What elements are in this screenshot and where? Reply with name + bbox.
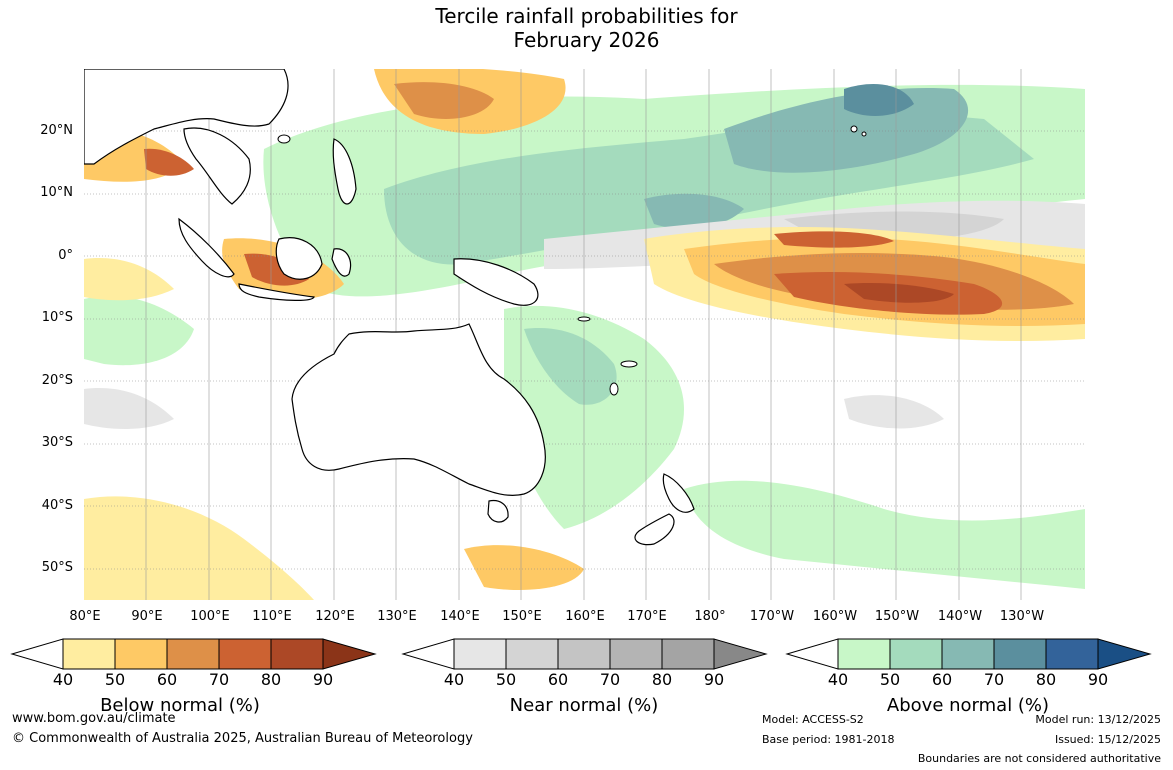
- map-title: Tercile rainfall probabilities for Febru…: [0, 4, 1173, 52]
- lon-label: 140°W: [937, 609, 983, 624]
- colorbar-near-normal: [401, 638, 769, 670]
- lon-label: 90°E: [131, 609, 163, 624]
- colorbar-swatch: [218, 638, 272, 670]
- asia-mainland: [84, 69, 289, 165]
- colorbar-swatch: [1045, 638, 1099, 670]
- colorbar-tick: 80: [260, 670, 282, 689]
- colorbar-tick: 90: [703, 670, 725, 689]
- colorbar-tick: 90: [1087, 670, 1109, 689]
- below-normal-regions: [84, 69, 1085, 600]
- lon-label: 150°E: [502, 609, 542, 624]
- coastlines: [84, 69, 695, 546]
- colorbar-swatch: [557, 638, 611, 670]
- copyright-text: © Commonwealth of Australia 2025, Austra…: [12, 731, 473, 746]
- above-normal-regions: [84, 84, 1085, 589]
- lon-label: 110°E: [252, 609, 292, 624]
- sulawesi-outline: [331, 248, 352, 277]
- colorbar-tick: 40: [443, 670, 465, 689]
- colorbar-tick: 50: [879, 670, 901, 689]
- lon-label: 170°E: [627, 609, 667, 624]
- title-line-2: February 2026: [513, 28, 660, 52]
- colorbar-tick: 80: [651, 670, 673, 689]
- colorbar-tick: 90: [312, 670, 334, 689]
- map-canvas: [84, 69, 1085, 600]
- issued-date: Issued: 15/12/2025: [1054, 733, 1161, 746]
- website-link[interactable]: www.bom.gov.au/climate: [12, 711, 176, 726]
- colorbar-swatch: [941, 638, 995, 670]
- indochina-outline: [183, 127, 251, 205]
- boundaries-disclaimer: Boundaries are not considered authoritat…: [917, 752, 1161, 765]
- australia-outline: [291, 323, 546, 496]
- colorbar-swatch: [166, 638, 220, 670]
- colorbar-swatch: [609, 638, 663, 670]
- lon-label: 160°E: [565, 609, 605, 624]
- colorbar-swatch: [270, 638, 324, 670]
- lat-label-40s: 40°S: [41, 498, 73, 513]
- sumatra-outline: [178, 217, 235, 278]
- colorbar-tick: 50: [495, 670, 517, 689]
- colorbar-tick: 80: [1035, 670, 1057, 689]
- islands: [277, 125, 867, 396]
- new-zealand-south: [634, 513, 675, 546]
- model-run-date: Model run: 13/12/2025: [1035, 713, 1161, 726]
- new-zealand-north: [662, 473, 695, 513]
- lon-label: 130°W: [999, 609, 1045, 624]
- colorbar-swatch: [322, 638, 377, 670]
- colorbar-tick: 40: [827, 670, 849, 689]
- colorbar-swatch: [505, 638, 559, 670]
- lon-label: 180°: [694, 609, 726, 624]
- colorbar-swatch: [453, 638, 507, 670]
- colorbar-swatch: [661, 638, 715, 670]
- lat-label-10n: 10°N: [40, 185, 73, 200]
- lon-label: 120°E: [315, 609, 355, 624]
- lon-label: 140°E: [440, 609, 480, 624]
- colorbar-tick: 60: [931, 670, 953, 689]
- lon-label: 100°E: [190, 609, 230, 624]
- graticule: [84, 130, 1085, 570]
- lon-label: 130°E: [377, 609, 417, 624]
- new-guinea-outline: [453, 258, 539, 306]
- lon-label: 80°E: [69, 609, 101, 624]
- lat-label-20n: 20°N: [40, 123, 73, 138]
- rainfall-map: [84, 69, 1085, 600]
- lon-label: 170°W: [749, 609, 795, 624]
- title-line-1: Tercile rainfall probabilities for: [435, 4, 738, 28]
- base-period: Base period: 1981-2018: [762, 733, 895, 746]
- lon-label: 150°W: [874, 609, 920, 624]
- colorbar-tick: 60: [156, 670, 178, 689]
- colorbar-tick: 50: [104, 670, 126, 689]
- colorbar-tick: 70: [208, 670, 230, 689]
- lat-label-50s: 50°S: [41, 560, 73, 575]
- colorbar-swatch: [114, 638, 168, 670]
- colorbar-tick: 60: [547, 670, 569, 689]
- colorbar-swatch: [1097, 638, 1152, 670]
- lat-label-20s: 20°S: [41, 373, 73, 388]
- colorbar-swatch: [993, 638, 1047, 670]
- colorbar-title-above: Above normal (%): [886, 695, 1050, 716]
- philippines-outline: [332, 138, 357, 205]
- colorbar-tick: 40: [52, 670, 74, 689]
- colorbar-swatch: [837, 638, 891, 670]
- lon-label: 160°W: [812, 609, 858, 624]
- colorbar-below-normal: [10, 638, 378, 670]
- colorbar-tick: 70: [983, 670, 1005, 689]
- tasmania-outline: [487, 499, 509, 523]
- lat-label-30s: 30°S: [41, 435, 73, 450]
- model-name: Model: ACCESS-S2: [762, 713, 864, 726]
- java-outline: [238, 283, 315, 301]
- colorbar-title-below: Below normal (%): [100, 695, 260, 716]
- colorbar-above-normal: [785, 638, 1153, 670]
- colorbar-title-near: Near normal (%): [509, 695, 659, 716]
- colorbar-swatch: [889, 638, 943, 670]
- colorbar-swatch: [713, 638, 768, 670]
- colorbar-swatch: [62, 638, 116, 670]
- colorbar-tick: 70: [599, 670, 621, 689]
- lat-label-0: 0°: [58, 248, 73, 263]
- borneo-outline: [275, 237, 323, 280]
- lat-label-10s: 10°S: [41, 310, 73, 325]
